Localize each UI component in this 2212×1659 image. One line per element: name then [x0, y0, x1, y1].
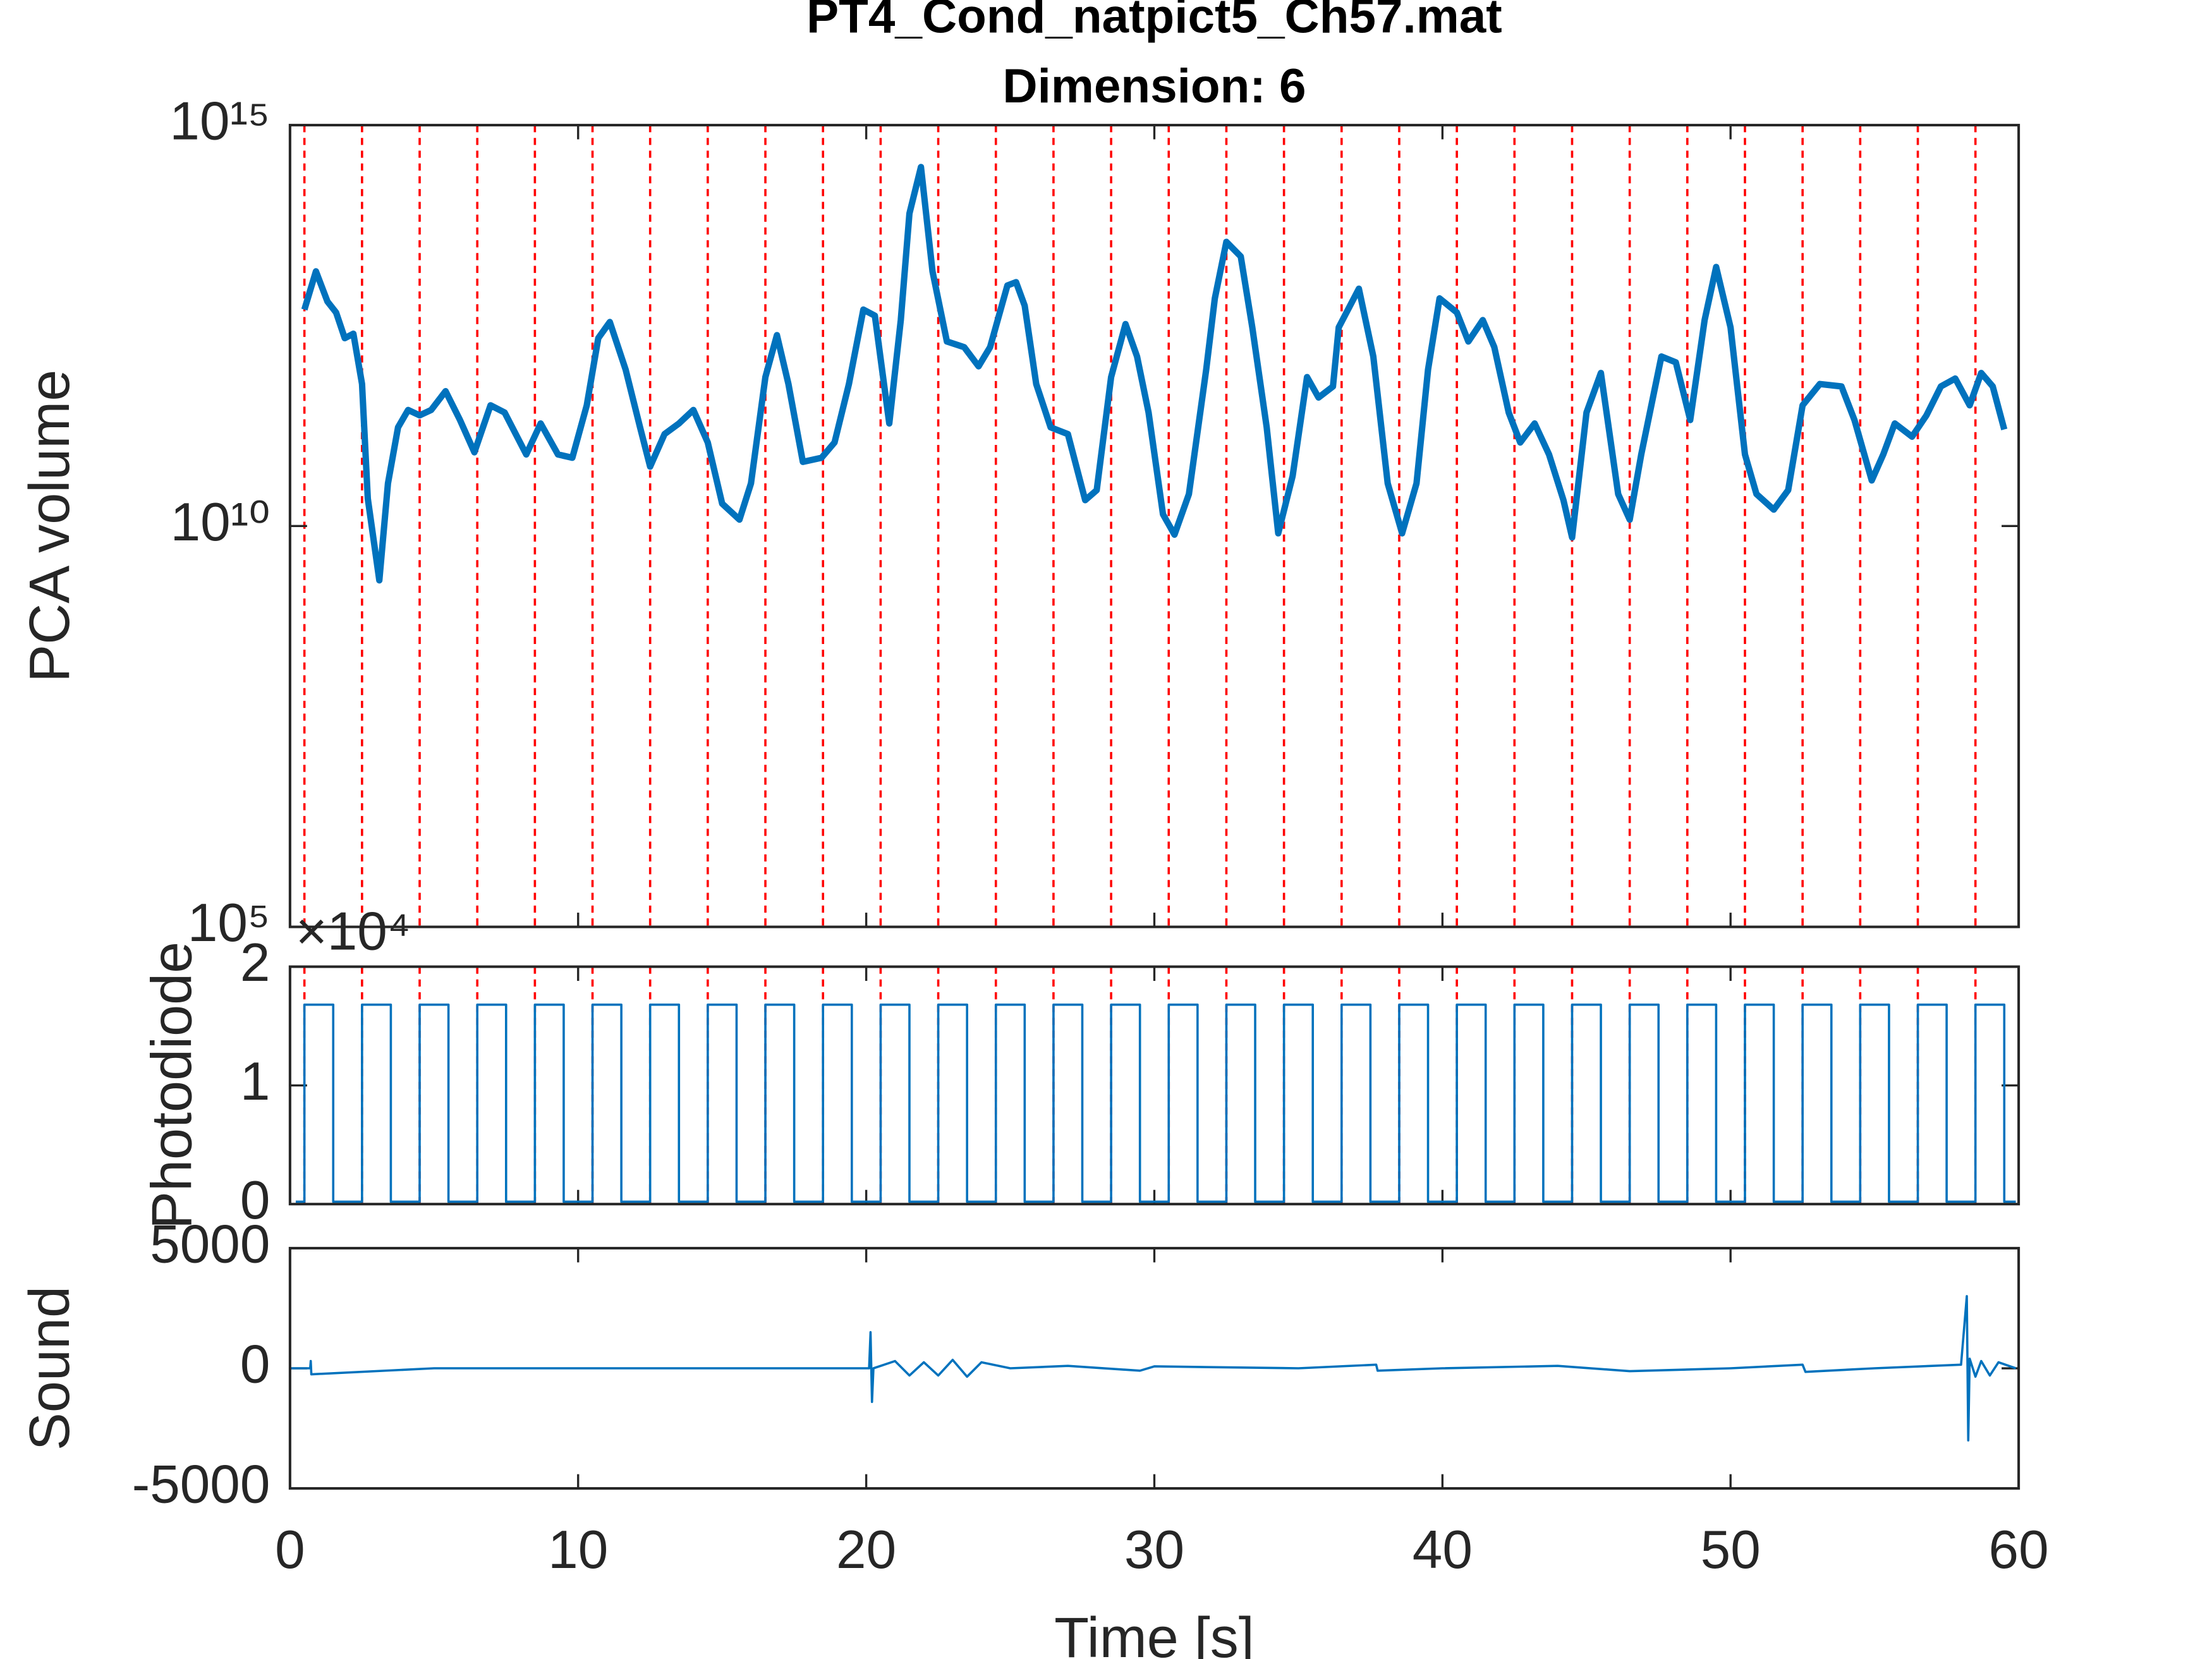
y-tick-label: 0	[240, 1335, 270, 1395]
x-tick-label: 0	[275, 1520, 305, 1580]
y-tick-label: 10⁵	[188, 893, 270, 953]
x-tick-label: 10	[548, 1520, 608, 1580]
axes-frame	[288, 965, 2021, 1206]
y-axis-label: Photodiode	[141, 942, 204, 1229]
x-tick-label: 40	[1413, 1520, 1473, 1580]
data-line	[289, 1295, 2017, 1442]
axes: 0 1 2 Photodiode ×10⁴	[141, 902, 2021, 1231]
y-tick-label: 2	[240, 933, 270, 993]
x-tick-label: 20	[836, 1520, 896, 1580]
axes-frame	[288, 123, 2021, 928]
x-tick-label: 50	[1701, 1520, 1761, 1580]
y-axis-label: Sound	[18, 1286, 82, 1450]
axes: 10⁵ 10¹⁰ 10¹⁵ PCA volume PT4_Cond_natpict5_C…	[18, 0, 2021, 953]
y-axis-label: PCA volume	[18, 370, 82, 683]
x-tick-label: 60	[1989, 1520, 2049, 1580]
axes-frame	[288, 1246, 2021, 1490]
y-tick-label: 10¹⁰	[171, 492, 270, 552]
y-exponent-label: ×10⁴	[296, 902, 411, 962]
x-tick-label: 30	[1124, 1520, 1184, 1580]
data-line	[301, 164, 2008, 584]
chart-title: Dimension: 6	[1002, 59, 1306, 113]
y-tick-label: 5000	[150, 1215, 270, 1275]
y-tick-label: 0	[240, 1170, 270, 1231]
y-tick-label: -5000	[132, 1455, 270, 1515]
x-axis-label: Time [s]	[1054, 1607, 1255, 1659]
chart-title: PT4_Cond_natpict5_Ch57.mat	[806, 0, 1502, 44]
y-tick-label: 1	[240, 1052, 270, 1112]
data-line	[295, 1003, 2016, 1203]
y-tick-label: 10¹⁵	[169, 92, 270, 152]
